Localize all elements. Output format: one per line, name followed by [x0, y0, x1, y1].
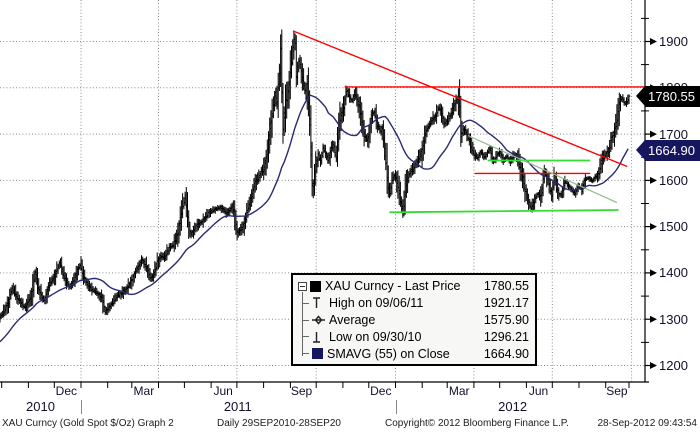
legend-tree-line — [302, 292, 303, 356]
last-price-series-icon — [310, 280, 321, 292]
x-axis-month-label: Sep — [290, 384, 313, 398]
legend-row[interactable]: Average 1575.90 — [293, 312, 535, 329]
legend-row[interactable]: SMAVG (55) on Close 1664.90 — [293, 345, 535, 362]
green-dim-diagonal — [467, 134, 618, 204]
legend-row[interactable]: XAU Curncy - Last Price 1780.55 — [293, 278, 535, 295]
x-axis-month-label: Dec — [55, 384, 77, 398]
legend-row[interactable]: High on 09/06/11 1921.17 — [293, 295, 535, 312]
x-axis-year-label: 2012 — [498, 399, 528, 414]
footer-copyright: Copyright© 2012 Bloomberg Finance L.P. — [385, 418, 569, 429]
resistance-diagonal — [292, 30, 628, 168]
legend-label: Average — [329, 312, 376, 327]
year-separator — [81, 400, 82, 414]
x-axis-month-label: Jun — [213, 384, 233, 398]
legend-tree-stub — [302, 353, 309, 355]
y-axis-tick-label: 1300 — [659, 311, 688, 327]
green-bottom — [389, 209, 619, 214]
legend-value: 1921.17 — [483, 296, 529, 311]
year-separator — [395, 400, 397, 414]
x-axis-month-label: Sep — [606, 384, 628, 398]
x-axis-month-label: Mar — [133, 384, 155, 398]
x-axis-year-label: 2011 — [223, 399, 252, 414]
legend-expander-icon[interactable] — [298, 281, 307, 291]
x-axis-year-label: 2010 — [26, 399, 55, 414]
y-axis-tick-label: 1600 — [659, 172, 688, 188]
trendline-annotations — [292, 30, 645, 214]
legend-row[interactable]: Low on 09/30/10 1296.21 — [293, 328, 535, 345]
y-axis-tick-label: 1900 — [659, 34, 688, 49]
legend-value: 1296.21 — [483, 329, 529, 344]
average-marker-icon — [312, 314, 325, 326]
last-price-badge: 1780.55 — [636, 86, 700, 108]
last-price-value: 1780.55 — [648, 89, 695, 105]
y-axis-tick-label: 1700 — [659, 126, 688, 142]
x-axis-month-label: Mar — [448, 384, 470, 398]
legend-tree-stub — [302, 302, 309, 304]
x-axis-month-label: Jun — [528, 384, 549, 398]
legend-label: XAU Curncy - Last Price — [325, 279, 461, 294]
legend-tree-stub — [302, 336, 309, 338]
high-marker-icon — [312, 297, 325, 309]
smavg-series-icon — [312, 348, 323, 360]
price-bars-series — [0, 29, 631, 323]
axes — [0, 0, 657, 388]
legend-label: Low on 09/30/10 — [329, 329, 422, 344]
smavg-value: 1664.90 — [648, 142, 695, 158]
legend-label: SMAVG (55) on Close — [327, 346, 450, 361]
legend-tree-stub — [302, 319, 309, 321]
y-axis-tick-label: 1200 — [659, 358, 688, 373]
legend-value: 1780.55 — [483, 279, 529, 294]
y-axis-tick-label: 1400 — [659, 265, 688, 281]
legend-label: High on 09/06/11 — [329, 296, 424, 311]
legend-value: 1664.90 — [483, 346, 529, 361]
low-marker-icon — [312, 331, 325, 343]
footer-timestamp: 28-Sep-2012 09:43:54 — [597, 418, 697, 429]
footer-security-label: XAU Curncy (Gold Spot $/Oz) Graph 2 — [2, 418, 174, 429]
smavg-price-badge: 1664.90 — [636, 139, 700, 161]
smavg-line — [0, 94, 629, 343]
y-axis-tick-label: 1500 — [659, 219, 688, 235]
x-axis-month-label: Dec — [370, 384, 392, 398]
footer-range-label: Daily 29SEP2010-28SEP20 — [217, 418, 341, 429]
legend-value: 1575.90 — [483, 312, 529, 327]
chart-legend[interactable]: XAU Curncy - Last Price 1780.55 High on 09… — [291, 273, 537, 366]
